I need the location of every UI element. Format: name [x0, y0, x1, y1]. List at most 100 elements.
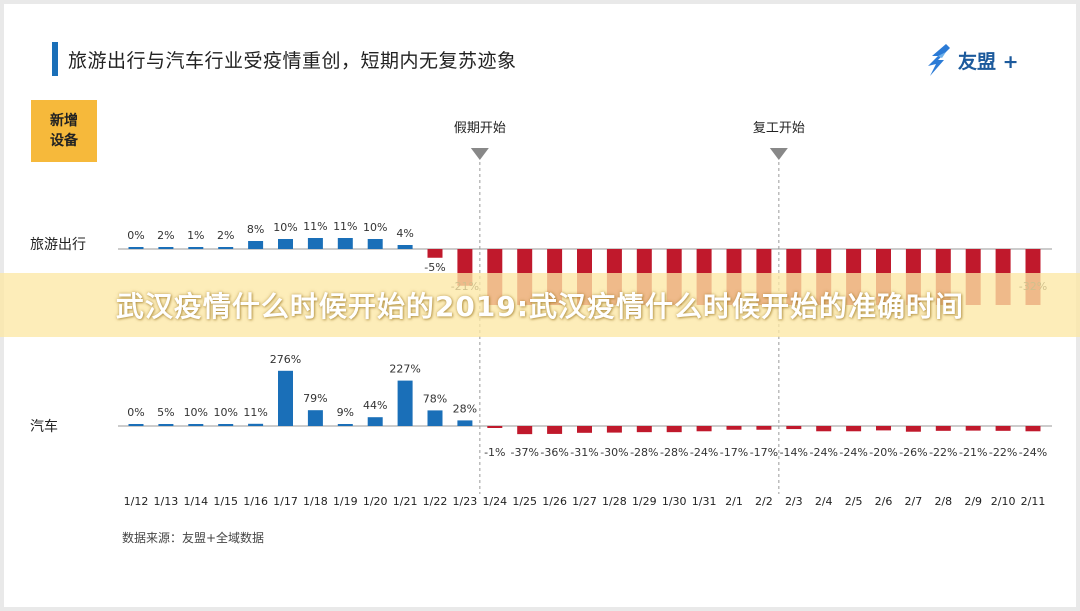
- x-tick-label: 1/21: [393, 495, 418, 508]
- auto-bar: [158, 424, 174, 426]
- x-tick-label: 1/16: [243, 495, 268, 508]
- auto-bar: [517, 426, 533, 435]
- travel-data-label: 0%: [127, 229, 144, 242]
- travel-bar: [248, 241, 264, 249]
- x-tick-label: 2/6: [875, 495, 893, 508]
- x-tick-label: 1/29: [632, 495, 657, 508]
- auto-data-label: 28%: [453, 402, 477, 415]
- x-tick-label: 2/5: [845, 495, 863, 508]
- auto-data-label: 79%: [303, 392, 327, 405]
- annotation-marker-1: [769, 148, 788, 160]
- auto-bar: [1025, 426, 1041, 432]
- auto-bar: [905, 426, 921, 432]
- auto-data-label: -24%: [839, 446, 867, 459]
- auto-data-label: -28%: [630, 446, 658, 459]
- auto-bar: [547, 426, 563, 434]
- travel-data-label: 11%: [333, 220, 357, 233]
- auto-data-label: 10%: [184, 406, 208, 419]
- travel-bar: [367, 239, 383, 249]
- x-tick-label: 2/4: [815, 495, 833, 508]
- travel-data-label: 11%: [303, 220, 327, 233]
- auto-data-label: -22%: [989, 446, 1017, 459]
- auto-bar: [636, 426, 652, 433]
- auto-bar: [337, 424, 353, 426]
- travel-data-label: 2%: [157, 229, 174, 242]
- auto-data-label: -36%: [540, 446, 568, 459]
- auto-data-label: 276%: [270, 353, 301, 366]
- auto-bar: [307, 410, 323, 426]
- auto-data-label: 10%: [213, 406, 237, 419]
- auto-data-label: 0%: [127, 406, 144, 419]
- x-tick-label: 2/10: [991, 495, 1016, 508]
- auto-bar: [666, 426, 682, 433]
- new-device-badge: 新增 设备: [31, 100, 97, 162]
- x-tick-label: 1/31: [692, 495, 717, 508]
- travel-data-label: 2%: [217, 229, 234, 242]
- x-tick-label: 1/23: [453, 495, 478, 508]
- auto-bar: [726, 426, 742, 430]
- auto-data-label: -20%: [869, 446, 897, 459]
- auto-bar: [487, 426, 503, 428]
- x-tick-label: 1/18: [303, 495, 328, 508]
- auto-bar: [128, 424, 144, 426]
- auto-data-label: 227%: [389, 363, 420, 376]
- auto-bar: [935, 426, 951, 431]
- auto-bar: [965, 426, 981, 431]
- auto-data-label: -24%: [1019, 446, 1047, 459]
- auto-data-label: -37%: [510, 446, 538, 459]
- auto-bar: [188, 424, 204, 426]
- x-tick-label: 2/7: [905, 495, 923, 508]
- annotation-label-1: 复工开始: [753, 121, 805, 136]
- auto-bar: [696, 426, 712, 432]
- x-tick-label: 1/27: [572, 495, 597, 508]
- x-tick-label: 1/19: [333, 495, 358, 508]
- auto-bar: [427, 410, 443, 426]
- auto-data-label: -24%: [690, 446, 718, 459]
- auto-data-label: 78%: [423, 392, 447, 405]
- overlay-banner: 武汉疫情什么时候开始的2019:武汉疫情什么时候开始的准确时间: [0, 273, 1080, 337]
- auto-data-label: -30%: [600, 446, 628, 459]
- title-accent-bar: [52, 42, 58, 76]
- banner-text: 武汉疫情什么时候开始的2019:武汉疫情什么时候开始的准确时间: [115, 290, 965, 323]
- travel-bar: [278, 239, 293, 249]
- x-tick-label: 2/2: [755, 495, 773, 508]
- x-tick-label: 2/1: [725, 495, 743, 508]
- auto-bar: [397, 380, 413, 426]
- auto-data-label: -26%: [899, 446, 927, 459]
- x-tick-label: 1/14: [183, 495, 208, 508]
- auto-data-label: 9%: [337, 406, 354, 419]
- x-tick-label: 1/13: [154, 495, 179, 508]
- auto-bar: [876, 426, 891, 431]
- travel-data-label: -5%: [424, 261, 445, 274]
- auto-bar: [786, 426, 802, 430]
- travel-bar: [188, 247, 204, 249]
- row-label-auto: 汽车: [30, 418, 58, 435]
- travel-data-label: 10%: [273, 221, 297, 234]
- x-tick-label: 2/8: [934, 495, 952, 508]
- auto-bar: [577, 426, 592, 433]
- x-tick-label: 1/28: [602, 495, 627, 508]
- x-tick-label: 2/11: [1021, 495, 1046, 508]
- brand-logo: 友盟 +: [924, 42, 1019, 78]
- x-tick-label: 2/3: [785, 495, 803, 508]
- x-tick-label: 1/22: [423, 495, 448, 508]
- travel-data-label: 4%: [396, 227, 413, 240]
- umeng-bird-icon: [928, 44, 950, 76]
- travel-data-label: 1%: [187, 229, 204, 242]
- annotation-label-0: 假期开始: [454, 121, 506, 136]
- auto-bar: [995, 426, 1011, 431]
- x-tick-label: 1/12: [124, 495, 149, 508]
- auto-data-label: -22%: [929, 446, 957, 459]
- auto-data-label: 5%: [157, 406, 174, 419]
- x-tick-label: 1/25: [512, 495, 537, 508]
- travel-data-label: 10%: [363, 221, 387, 234]
- x-tick-label: 1/17: [273, 495, 298, 508]
- annotation-marker-0: [470, 148, 489, 160]
- auto-data-label: -17%: [750, 446, 778, 459]
- auto-data-label: -1%: [484, 446, 505, 459]
- auto-data-label: 44%: [363, 399, 387, 412]
- auto-data-label: -28%: [660, 446, 688, 459]
- travel-bar: [397, 245, 413, 249]
- auto-data-label: 11%: [243, 406, 267, 419]
